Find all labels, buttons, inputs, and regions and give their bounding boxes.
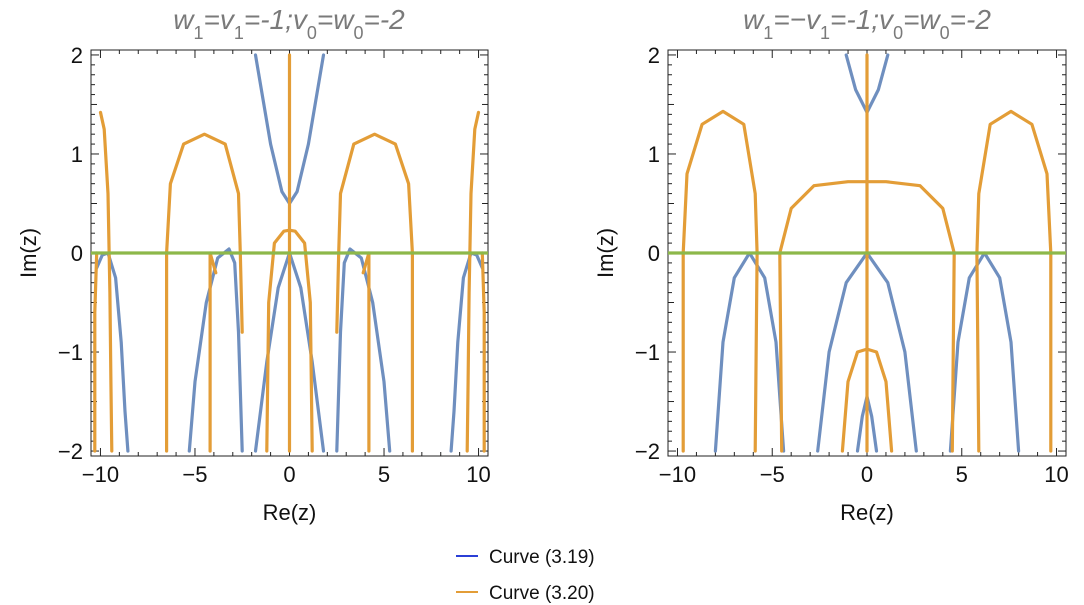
- y-tick-label: −1: [58, 340, 83, 365]
- series-curve-3-20-segment-8: [465, 110, 481, 453]
- series-curve-3-20-segment-0: [681, 109, 759, 453]
- series-curve-3-20-segment-4: [975, 109, 1053, 453]
- x-tick-label: −10: [82, 462, 119, 487]
- x-axis-label: Re(z): [263, 500, 317, 525]
- y-tick-label: 2: [71, 43, 83, 68]
- plot-area: [668, 53, 1066, 453]
- legend-label-2: Curve (3.20): [489, 583, 595, 604]
- y-tick-label: −2: [58, 439, 83, 464]
- y-tick-label: 1: [648, 142, 660, 167]
- series-curve-3-20-segment-1: [93, 251, 99, 453]
- x-tick-label: 0: [861, 462, 873, 487]
- plot-area: [91, 53, 488, 453]
- series-curve-3-20-segment-9: [480, 251, 486, 453]
- series-curve-3-20-segment-6: [335, 132, 414, 453]
- y-tick-label: 0: [648, 241, 660, 266]
- series-curve-3-20-segment-3: [840, 347, 894, 453]
- x-tick-label: 5: [378, 462, 390, 487]
- chart-legend: Curve (3.19) Curve (3.20): [456, 547, 595, 604]
- x-tick-label: −5: [182, 462, 207, 487]
- y-axis-label: Im(z): [593, 228, 618, 278]
- x-tick-label: −10: [659, 462, 696, 487]
- series-curve-3-20-segment-0: [98, 110, 114, 453]
- y-axis-label: Im(z): [16, 228, 41, 278]
- left-plot-panel: w1=v1=-1;v0=w0=-2−10 −5 0 5 10−2−1012Re(z)Im…: [16, 4, 491, 525]
- x-tick-label: 0: [283, 462, 295, 487]
- legend-label-1: Curve (3.19): [489, 547, 595, 568]
- chart-title: w1=−v1=-1;v0=w0=-2: [743, 4, 991, 43]
- x-tick-label: 10: [466, 462, 490, 487]
- y-tick-label: 2: [648, 43, 660, 68]
- series-curve-3-19-segment-2: [948, 251, 1021, 453]
- y-tick-label: −2: [635, 439, 660, 464]
- right-plot-panel: w1=−v1=-1;v0=w0=-2−10 −5 0 5 10−2−1012Re(z)I…: [593, 4, 1069, 525]
- series-curve-3-20-segment-2: [165, 132, 244, 453]
- series-curve-3-19-segment-3: [335, 247, 392, 453]
- x-tick-label: 5: [956, 462, 968, 487]
- x-tick-label: 10: [1044, 462, 1068, 487]
- y-tick-label: 0: [71, 241, 83, 266]
- y-tick-label: −1: [635, 340, 660, 365]
- series-curve-3-19-segment-0: [713, 251, 786, 453]
- y-tick-label: 1: [71, 142, 83, 167]
- x-axis-label: Re(z): [840, 500, 894, 525]
- series-curve-3-19-segment-4: [449, 251, 484, 453]
- series-curve-3-19-segment-1: [187, 247, 244, 453]
- series-curve-3-19-segment-0: [95, 251, 130, 453]
- chart-title: w1=v1=-1;v0=w0=-2: [173, 4, 405, 43]
- x-tick-label: −5: [760, 462, 785, 487]
